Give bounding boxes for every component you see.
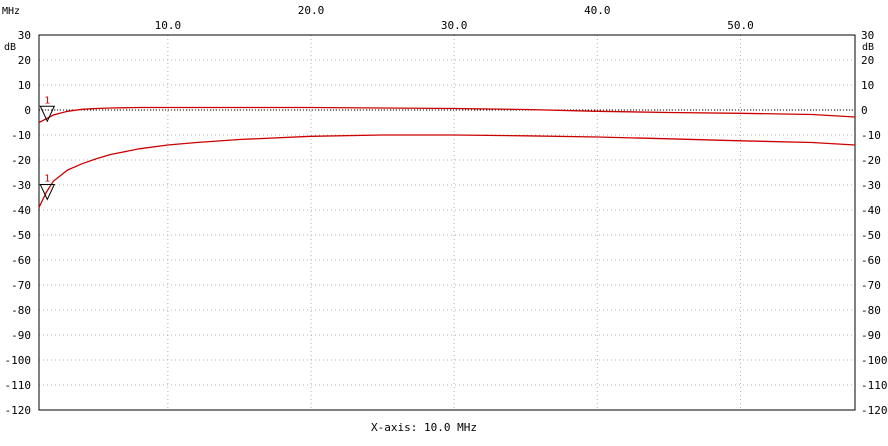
x-tick-label-bottom: 10.0 bbox=[155, 19, 182, 32]
grid bbox=[39, 35, 855, 410]
y-tick-label-right: -100 bbox=[861, 354, 888, 367]
y-tick-label-left: -120 bbox=[5, 404, 32, 417]
y-tick-label-right: 0 bbox=[861, 104, 868, 117]
y-tick-label-left: -60 bbox=[11, 254, 31, 267]
marker-label-1: 1 bbox=[44, 95, 50, 106]
y-tick-label-left: -80 bbox=[11, 304, 31, 317]
y-tick-label-right: -60 bbox=[861, 254, 881, 267]
x-axis-caption: X-axis: 10.0 MHz bbox=[371, 421, 477, 434]
marker-triangle-2 bbox=[39, 184, 56, 201]
y-tick-label-right: 30 bbox=[861, 29, 874, 42]
y-tick-label-left: -110 bbox=[5, 379, 32, 392]
y-tick-label-right: -120 bbox=[861, 404, 888, 417]
x-tick-label-bottom: 50.0 bbox=[727, 19, 754, 32]
y-tick-label-left: -10 bbox=[11, 129, 31, 142]
y-tick-label-left: -90 bbox=[11, 329, 31, 342]
y-tick-label-right: -80 bbox=[861, 304, 881, 317]
x-unit-label: MHz bbox=[2, 6, 20, 17]
trace-line-2 bbox=[38, 134, 856, 208]
y-tick-label-left: -30 bbox=[11, 179, 31, 192]
marker-label-2: 1 bbox=[44, 174, 50, 185]
y-tick-label-right: -50 bbox=[861, 229, 881, 242]
y-unit-label-right: dB bbox=[862, 42, 874, 53]
y-tick-label-right: -30 bbox=[861, 179, 881, 192]
y-tick-label-right: -20 bbox=[861, 154, 881, 167]
axis-labels: 30 30 20 20 10 10 0 0 -10 -10 -20 -20 -30 -30 -40 -40 -5… bbox=[5, 4, 888, 417]
y-tick-label-left: -70 bbox=[11, 279, 31, 292]
x-tick-label-bottom: 30.0 bbox=[441, 19, 468, 32]
x-tick-label-top: 40.0 bbox=[584, 4, 611, 17]
y-tick-label-left: 30 bbox=[18, 29, 31, 42]
y-tick-label-left: 10 bbox=[18, 79, 31, 92]
y-tick-label-left: -100 bbox=[5, 354, 32, 367]
y-tick-label-right: 20 bbox=[861, 54, 874, 67]
trace-line-1 bbox=[38, 106, 856, 124]
y-tick-label-right: -40 bbox=[861, 204, 881, 217]
y-tick-label-left: 20 bbox=[18, 54, 31, 67]
y-unit-label-left: dB bbox=[4, 42, 16, 53]
y-tick-label-left: -40 bbox=[11, 204, 31, 217]
traces: 11 bbox=[38, 95, 856, 208]
marker-triangle-1 bbox=[39, 105, 56, 123]
y-tick-label-left: 0 bbox=[24, 104, 31, 117]
x-tick-label-top: 20.0 bbox=[298, 4, 325, 17]
y-tick-label-right: -90 bbox=[861, 329, 881, 342]
y-tick-label-right: -110 bbox=[861, 379, 888, 392]
plot-frame bbox=[38, 34, 856, 411]
y-tick-label-left: -50 bbox=[11, 229, 31, 242]
y-tick-label-right: -70 bbox=[861, 279, 881, 292]
y-tick-label-right: -10 bbox=[861, 129, 881, 142]
y-tick-label-right: 10 bbox=[861, 79, 874, 92]
y-tick-label-left: -20 bbox=[11, 154, 31, 167]
